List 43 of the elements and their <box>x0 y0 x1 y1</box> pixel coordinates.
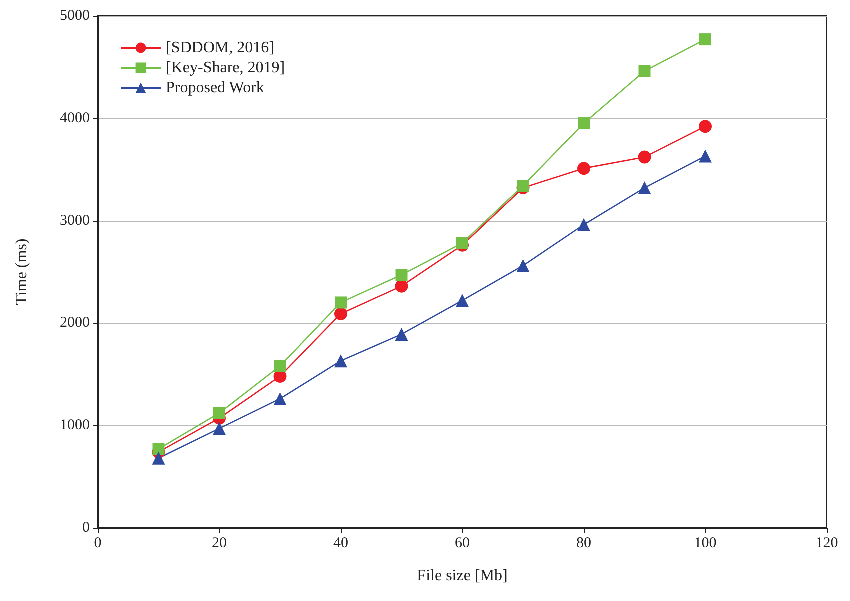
point <box>699 120 712 134</box>
point <box>638 182 652 195</box>
y-tick-label: 2000 <box>60 315 90 332</box>
point <box>456 237 468 250</box>
y-tick-label: 3000 <box>60 212 90 229</box>
point <box>578 118 590 130</box>
legend-label: Proposed Work <box>166 80 264 96</box>
point <box>334 307 348 320</box>
point <box>334 354 348 368</box>
x-tick-label: 100 <box>694 536 717 552</box>
point <box>396 269 408 282</box>
point <box>335 296 347 309</box>
point <box>395 280 408 293</box>
y-tick-label: 5000 <box>60 8 90 24</box>
x-tick-label: 40 <box>334 536 348 552</box>
point <box>214 407 226 420</box>
x-axis-title: File size [Mb] <box>417 568 508 584</box>
point <box>638 65 651 78</box>
x-tick-label: 120 <box>816 536 838 552</box>
point <box>274 360 286 372</box>
legend-label: [SDDOM, 2016] <box>166 40 274 56</box>
x-tick-label: 0 <box>94 536 102 552</box>
y-axis-title: Time (ms) <box>14 238 30 306</box>
point <box>700 34 712 46</box>
point <box>213 422 226 436</box>
y-tick-label: 4000 <box>60 110 90 126</box>
point <box>699 150 712 163</box>
point <box>578 218 590 232</box>
legend-label: [Key-Share, 2019] <box>166 60 286 76</box>
point <box>638 150 652 164</box>
x-tick-label: 80 <box>576 536 592 552</box>
point <box>274 392 287 406</box>
point <box>516 259 530 272</box>
point <box>578 162 590 176</box>
y-tick-label: 0 <box>82 520 90 536</box>
x-tick-label: 60 <box>455 536 470 552</box>
point <box>152 452 166 465</box>
x-tick-label: 20 <box>212 536 227 552</box>
point <box>456 294 469 308</box>
point <box>517 180 530 192</box>
point <box>395 328 408 341</box>
y-tick-label: 1000 <box>60 418 90 434</box>
point <box>152 443 165 456</box>
